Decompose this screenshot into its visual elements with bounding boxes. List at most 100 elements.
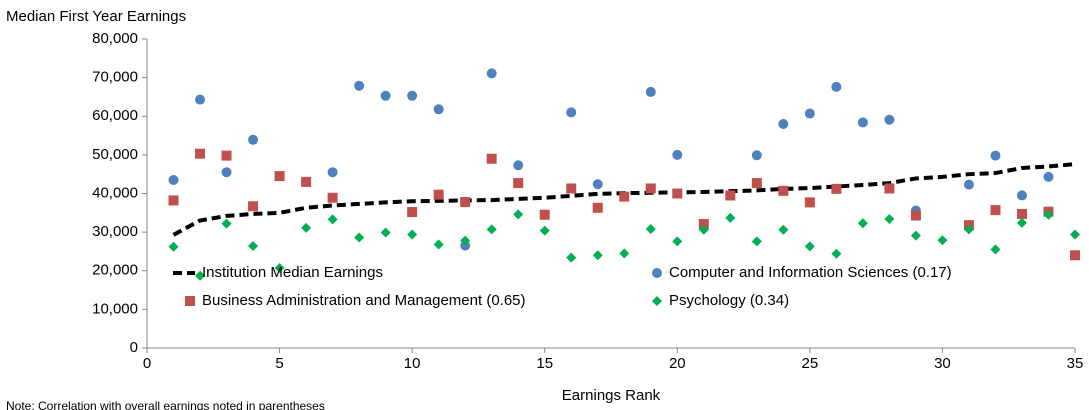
point bbox=[1016, 217, 1027, 228]
point bbox=[725, 212, 736, 223]
y-tick-label: 60,000 bbox=[92, 107, 138, 124]
x-tick-label: 20 bbox=[669, 355, 686, 372]
y-tick-label: 50,000 bbox=[92, 146, 138, 163]
point bbox=[1070, 250, 1080, 261]
legend-label: Institution Median Earnings bbox=[202, 264, 383, 281]
point bbox=[592, 179, 603, 190]
point bbox=[698, 224, 709, 235]
legend-swatch bbox=[652, 268, 662, 278]
point bbox=[751, 150, 762, 161]
point bbox=[513, 160, 524, 171]
point bbox=[566, 183, 577, 194]
point bbox=[831, 183, 842, 194]
point bbox=[672, 236, 683, 247]
point bbox=[884, 213, 895, 224]
point bbox=[195, 148, 206, 159]
note: Note: Correlation with overall earnings … bbox=[6, 399, 325, 410]
point bbox=[566, 107, 577, 118]
point bbox=[645, 183, 656, 194]
y-tick-label: 0 bbox=[130, 339, 138, 356]
point bbox=[380, 90, 391, 101]
point bbox=[539, 209, 550, 220]
point bbox=[168, 195, 179, 206]
point bbox=[751, 178, 762, 189]
point bbox=[963, 179, 974, 190]
point bbox=[301, 176, 312, 187]
legend-label: Business Administration and Management (… bbox=[202, 292, 526, 309]
point bbox=[619, 191, 630, 202]
point bbox=[539, 225, 550, 236]
point bbox=[460, 235, 471, 246]
y-tick-label: 20,000 bbox=[92, 262, 138, 279]
point bbox=[645, 86, 656, 97]
point bbox=[592, 250, 603, 261]
point bbox=[910, 230, 921, 241]
point bbox=[433, 104, 444, 115]
point bbox=[910, 210, 921, 221]
y-tick-label: 70,000 bbox=[92, 69, 138, 86]
legend-label: Computer and Information Sciences (0.17) bbox=[669, 264, 952, 281]
point bbox=[354, 80, 365, 91]
x-tick-label: 0 bbox=[143, 355, 151, 372]
point bbox=[327, 214, 338, 225]
legend-label: Psychology (0.34) bbox=[669, 292, 789, 309]
point bbox=[274, 171, 285, 182]
point bbox=[221, 150, 232, 161]
point bbox=[1016, 190, 1027, 201]
point bbox=[1070, 229, 1080, 240]
point bbox=[486, 224, 497, 235]
legend-swatch bbox=[185, 296, 195, 306]
y-tick-label: 10,000 bbox=[92, 300, 138, 317]
point bbox=[460, 196, 471, 207]
y-tick-label: 40,000 bbox=[92, 184, 138, 201]
point bbox=[513, 209, 524, 220]
y-tick-label: 80,000 bbox=[92, 30, 138, 47]
point bbox=[804, 241, 815, 252]
x-tick-label: 30 bbox=[934, 355, 951, 372]
point bbox=[990, 205, 1001, 216]
point bbox=[884, 114, 895, 125]
y-tick-label: 30,000 bbox=[92, 223, 138, 240]
point bbox=[1016, 208, 1027, 219]
x-tick-label: 25 bbox=[802, 355, 819, 372]
point bbox=[433, 189, 444, 200]
point bbox=[698, 219, 709, 230]
point bbox=[513, 178, 524, 189]
point bbox=[725, 190, 736, 201]
point bbox=[407, 90, 418, 101]
x-tick-label: 35 bbox=[1067, 355, 1084, 372]
point bbox=[990, 150, 1001, 161]
point bbox=[327, 167, 338, 178]
point bbox=[407, 229, 418, 240]
point bbox=[804, 197, 815, 208]
point bbox=[221, 167, 232, 178]
x-tick-label: 10 bbox=[404, 355, 421, 372]
point bbox=[645, 224, 656, 235]
point bbox=[354, 232, 365, 243]
point bbox=[168, 241, 179, 252]
point bbox=[857, 218, 868, 229]
point bbox=[248, 201, 259, 212]
point bbox=[486, 68, 497, 79]
point bbox=[778, 118, 789, 129]
point bbox=[195, 94, 206, 105]
point bbox=[804, 108, 815, 119]
point bbox=[221, 218, 232, 229]
point bbox=[380, 227, 391, 238]
point bbox=[778, 185, 789, 196]
point bbox=[672, 188, 683, 199]
x-tick-label: 15 bbox=[536, 355, 553, 372]
point bbox=[566, 252, 577, 263]
point bbox=[778, 224, 789, 235]
y-axis-title: Median First Year Earnings bbox=[6, 8, 186, 25]
point bbox=[433, 239, 444, 250]
point bbox=[248, 134, 259, 145]
point bbox=[327, 192, 338, 203]
point bbox=[274, 263, 285, 274]
point bbox=[1043, 209, 1054, 220]
point bbox=[592, 202, 603, 213]
point bbox=[460, 240, 471, 251]
point bbox=[831, 81, 842, 92]
point bbox=[857, 117, 868, 128]
